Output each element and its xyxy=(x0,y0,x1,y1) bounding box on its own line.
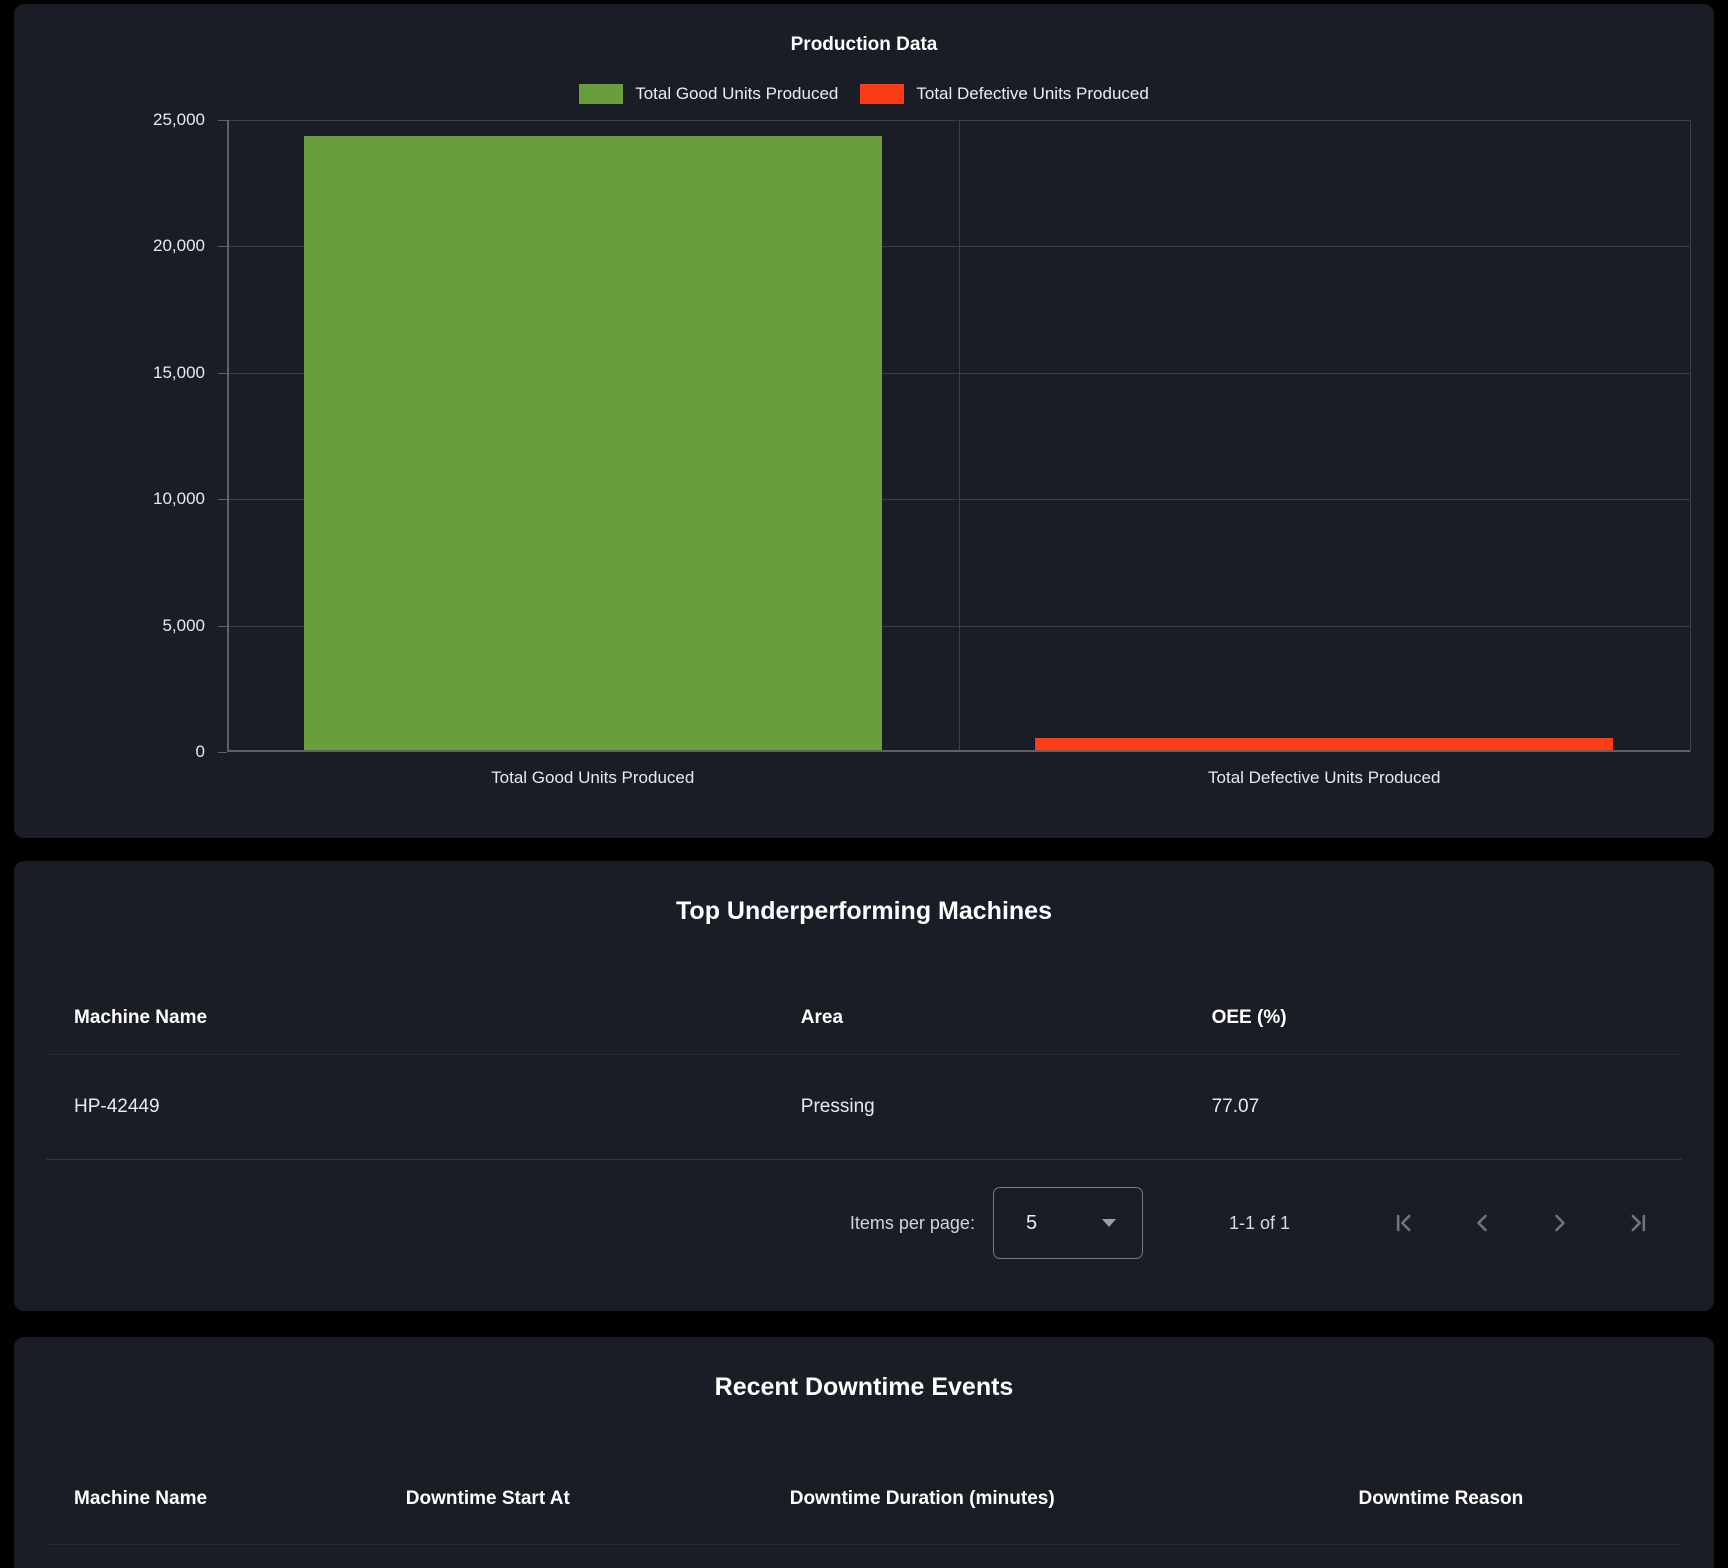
last-page-button[interactable] xyxy=(1624,1209,1652,1237)
header-divider xyxy=(46,1544,1682,1545)
y-axis-tick xyxy=(218,625,227,627)
gridline-right-edge xyxy=(1690,120,1691,752)
items-per-page-select[interactable]: 5 xyxy=(992,1187,1143,1259)
row-divider xyxy=(46,1159,1682,1160)
y-tick-label: 20,000 xyxy=(153,236,205,256)
y-axis-tick xyxy=(218,120,227,121)
x-axis-line xyxy=(227,750,1690,752)
x-label-good-units: Total Good Units Produced xyxy=(491,768,695,787)
chevron-down-icon xyxy=(1101,1219,1116,1227)
header-machine-name: Machine Name xyxy=(74,1488,208,1509)
recent-downtime-events-panel: Recent Downtime Events Machine Name Down… xyxy=(14,1337,1714,1568)
chart-legend: Total Good Units Produced Total Defectiv… xyxy=(14,84,1714,104)
previous-page-button[interactable] xyxy=(1468,1209,1496,1237)
y-tick-label: 15,000 xyxy=(153,362,205,382)
y-axis-tick xyxy=(218,752,227,753)
table-row: HP-42449 Pressing 77.07 xyxy=(14,1055,1714,1159)
downtime-panel-title: Recent Downtime Events xyxy=(714,1373,1014,1401)
header-area: Area xyxy=(800,1007,844,1028)
y-tick-label: 0 xyxy=(195,742,205,761)
y-tick-label: 5,000 xyxy=(162,615,205,635)
header-machine-name: Machine Name xyxy=(74,1007,208,1028)
y-tick-label: 10,000 xyxy=(153,489,205,509)
legend-swatch-good-units xyxy=(579,84,624,104)
previous-page-icon xyxy=(1477,1214,1487,1232)
legend-label-defective-units: Total Defective Units Produced xyxy=(916,84,1149,103)
y-axis-tick xyxy=(218,499,227,501)
header-divider xyxy=(46,1054,1682,1055)
last-page-icon xyxy=(1631,1214,1646,1232)
items-per-page-value: 5 xyxy=(1025,1211,1038,1234)
chart-plot-area: 25,000 20,000 15,000 10,000 5,000 0 xyxy=(14,110,1714,761)
bar-good-units xyxy=(303,136,882,752)
x-axis-labels: Total Good Units Produced Total Defectiv… xyxy=(227,768,1714,788)
y-axis-tick xyxy=(218,372,227,374)
header-oee: OEE (%) xyxy=(1211,1007,1287,1028)
next-page-button[interactable] xyxy=(1546,1209,1574,1237)
production-data-panel: Production Data Total Good Units Produce… xyxy=(14,4,1714,838)
page-range-label: 1-1 of 1 xyxy=(1228,1212,1290,1233)
gridline-category-divider xyxy=(958,120,960,752)
next-page-icon xyxy=(1555,1214,1565,1232)
machines-panel-title: Top Underperforming Machines xyxy=(676,897,1052,925)
bar-defective-units xyxy=(1035,738,1614,752)
y-axis-tick xyxy=(218,246,227,248)
legend-item-good-units[interactable]: Total Good Units Produced xyxy=(579,84,838,104)
bars-container xyxy=(227,120,1690,752)
legend-item-defective-units[interactable]: Total Defective Units Produced xyxy=(860,84,1149,104)
header-downtime-duration: Downtime Duration (minutes) xyxy=(789,1488,1055,1509)
category-defective-units xyxy=(959,120,1691,752)
first-page-button[interactable] xyxy=(1390,1209,1418,1237)
paginator: Items per page: 5 1-1 of 1 xyxy=(14,1186,1714,1260)
chart-grid xyxy=(218,120,1691,753)
top-underperforming-machines-panel: Top Underperforming Machines Machine Nam… xyxy=(14,861,1714,1311)
cell-area: Pressing xyxy=(800,1096,875,1117)
cell-oee: 77.07 xyxy=(1211,1096,1260,1117)
chart-title: Production Data xyxy=(790,34,938,55)
machines-table-header: Machine Name Area OEE (%) xyxy=(14,982,1714,1054)
items-per-page-label: Items per page: xyxy=(849,1212,975,1233)
legend-label-good-units: Total Good Units Produced xyxy=(635,84,839,103)
cell-machine-name: HP-42449 xyxy=(74,1096,160,1117)
x-label-defective-units: Total Defective Units Produced xyxy=(1208,768,1441,787)
downtime-table-header: Machine Name Downtime Start At Downtime … xyxy=(14,1454,1714,1544)
y-axis-line xyxy=(227,120,229,752)
category-good-units xyxy=(227,120,959,752)
header-downtime-reason: Downtime Reason xyxy=(1358,1488,1524,1509)
first-page-icon xyxy=(1396,1214,1411,1232)
y-axis-labels: 25,000 20,000 15,000 10,000 5,000 0 xyxy=(14,110,227,761)
header-downtime-start: Downtime Start At xyxy=(405,1488,570,1509)
y-tick-label: 25,000 xyxy=(153,110,205,129)
legend-swatch-defective-units xyxy=(860,84,905,104)
